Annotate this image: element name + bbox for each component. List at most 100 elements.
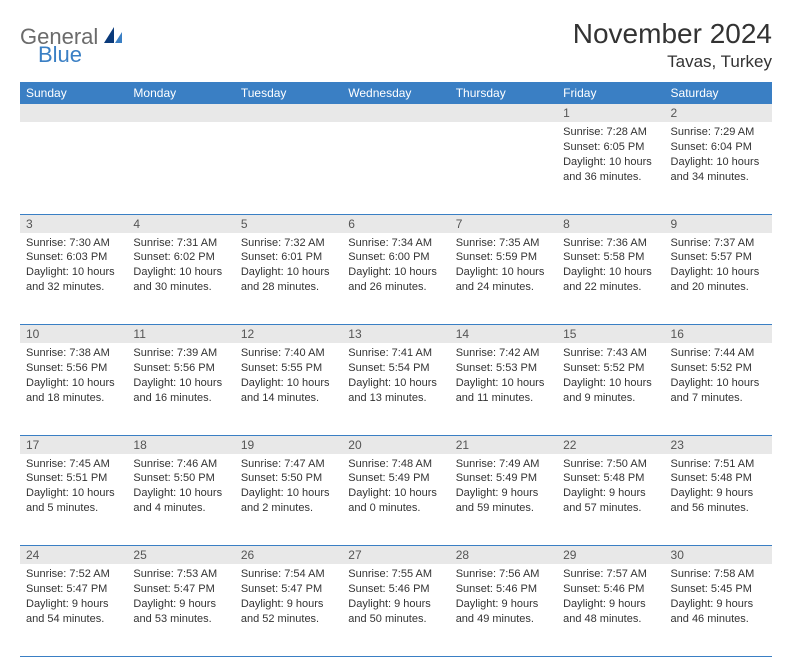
day-cell: Sunrise: 7:54 AMSunset: 5:47 PMDaylight:… [235,564,342,656]
day-cell: Sunrise: 7:53 AMSunset: 5:47 PMDaylight:… [127,564,234,656]
day-cell: Sunrise: 7:56 AMSunset: 5:46 PMDaylight:… [450,564,557,656]
week-row: Sunrise: 7:28 AMSunset: 6:05 PM Daylight:… [20,122,772,214]
day-number: 21 [450,435,557,454]
sunset-text: Sunset: 5:56 PM [26,361,121,376]
sunset-text: Sunset: 5:54 PM [348,361,443,376]
daylight-text: Daylight: 10 hours and 7 minutes. [671,376,766,406]
sunset-text: Sunset: 6:00 PM [348,250,443,265]
sunset-text: Sunset: 6:02 PM [133,250,228,265]
day-number: 16 [665,325,772,344]
sunset-text: Sunset: 5:46 PM [456,582,551,597]
sunrise-text: Sunrise: 7:34 AM [348,236,443,251]
daynum-row: 3456789 [20,214,772,233]
day-number [235,104,342,122]
day-number: 8 [557,214,664,233]
sunrise-text: Sunrise: 7:29 AM [671,125,766,140]
day-number [450,104,557,122]
day-number: 28 [450,546,557,565]
day-number: 9 [665,214,772,233]
daylight-text: Daylight: 10 hours and 30 minutes. [133,265,228,295]
daylight-text: Daylight: 10 hours and 2 minutes. [241,486,336,516]
sunrise-text: Sunrise: 7:48 AM [348,457,443,472]
week-row: Sunrise: 7:38 AMSunset: 5:56 PMDaylight:… [20,343,772,435]
sunset-text: Sunset: 6:05 PM [563,140,658,155]
day-cell: Sunrise: 7:41 AMSunset: 5:54 PMDaylight:… [342,343,449,435]
day-number: 30 [665,546,772,565]
sunrise-text: Sunrise: 7:36 AM [563,236,658,251]
sunrise-text: Sunrise: 7:40 AM [241,346,336,361]
day-number [127,104,234,122]
day-cell: Sunrise: 7:57 AMSunset: 5:46 PMDaylight:… [557,564,664,656]
day-number: 15 [557,325,664,344]
day-cell: Sunrise: 7:36 AMSunset: 5:58 PMDaylight:… [557,233,664,325]
day-number: 10 [20,325,127,344]
dayhead-thursday: Thursday [450,82,557,104]
sunset-text: Sunset: 5:49 PM [456,471,551,486]
sunset-text: Sunset: 6:01 PM [241,250,336,265]
day-cell [20,122,127,214]
day-number: 24 [20,546,127,565]
dayhead-friday: Friday [557,82,664,104]
sunrise-text: Sunrise: 7:42 AM [456,346,551,361]
daylight-text: Daylight: 10 hours and 22 minutes. [563,265,658,295]
sunrise-text: Sunrise: 7:28 AM [563,125,658,140]
sunrise-text: Sunrise: 7:46 AM [133,457,228,472]
sunrise-text: Sunrise: 7:43 AM [563,346,658,361]
header: General Blue November 2024 Tavas, Turkey [20,18,772,72]
day-number: 4 [127,214,234,233]
sunrise-text: Sunrise: 7:54 AM [241,567,336,582]
logo: General Blue [20,18,124,50]
sunrise-text: Sunrise: 7:44 AM [671,346,766,361]
sunrise-text: Sunrise: 7:53 AM [133,567,228,582]
daylight-text: Daylight: 10 hours and 28 minutes. [241,265,336,295]
daylight-text: Daylight: 10 hours and 11 minutes. [456,376,551,406]
sunrise-text: Sunrise: 7:51 AM [671,457,766,472]
sunset-text: Sunset: 5:48 PM [563,471,658,486]
day-cell: Sunrise: 7:51 AMSunset: 5:48 PMDaylight:… [665,454,772,546]
day-cell [235,122,342,214]
day-number: 1 [557,104,664,122]
daylight-text: Daylight: 10 hours and 34 minutes. [671,155,766,185]
day-cell: Sunrise: 7:49 AMSunset: 5:49 PMDaylight:… [450,454,557,546]
day-number: 3 [20,214,127,233]
sunset-text: Sunset: 5:47 PM [133,582,228,597]
daynum-row: 24252627282930 [20,546,772,565]
day-number: 13 [342,325,449,344]
sunrise-text: Sunrise: 7:45 AM [26,457,121,472]
day-number [20,104,127,122]
day-cell [127,122,234,214]
day-cell: Sunrise: 7:34 AMSunset: 6:00 PMDaylight:… [342,233,449,325]
sunset-text: Sunset: 5:56 PM [133,361,228,376]
daylight-text: Daylight: 10 hours and 0 minutes. [348,486,443,516]
dayhead-wednesday: Wednesday [342,82,449,104]
daylight-text: Daylight: 10 hours and 13 minutes. [348,376,443,406]
daynum-row: 17181920212223 [20,435,772,454]
day-cell: Sunrise: 7:40 AMSunset: 5:55 PMDaylight:… [235,343,342,435]
sunset-text: Sunset: 5:52 PM [671,361,766,376]
sunset-text: Sunset: 5:48 PM [671,471,766,486]
daylight-text: Daylight: 10 hours and 9 minutes. [563,376,658,406]
day-number: 20 [342,435,449,454]
week-row: Sunrise: 7:30 AMSunset: 6:03 PMDaylight:… [20,233,772,325]
sunset-text: Sunset: 5:49 PM [348,471,443,486]
sunset-text: Sunset: 5:45 PM [671,582,766,597]
week-row: Sunrise: 7:52 AMSunset: 5:47 PMDaylight:… [20,564,772,656]
daylight-text: Daylight: 10 hours and 16 minutes. [133,376,228,406]
page-title: November 2024 [573,18,772,50]
day-number [342,104,449,122]
location-label: Tavas, Turkey [573,52,772,72]
sunset-text: Sunset: 5:55 PM [241,361,336,376]
day-cell: Sunrise: 7:55 AMSunset: 5:46 PMDaylight:… [342,564,449,656]
dayhead-sunday: Sunday [20,82,127,104]
daylight-text: Daylight: 10 hours and 4 minutes. [133,486,228,516]
day-cell: Sunrise: 7:46 AMSunset: 5:50 PMDaylight:… [127,454,234,546]
day-cell [450,122,557,214]
day-number: 22 [557,435,664,454]
day-cell [342,122,449,214]
sunrise-text: Sunrise: 7:47 AM [241,457,336,472]
sunset-text: Sunset: 5:51 PM [26,471,121,486]
sunset-text: Sunset: 5:53 PM [456,361,551,376]
sunset-text: Sunset: 5:57 PM [671,250,766,265]
sunset-text: Sunset: 5:59 PM [456,250,551,265]
daylight-text: Daylight: 10 hours and 5 minutes. [26,486,121,516]
